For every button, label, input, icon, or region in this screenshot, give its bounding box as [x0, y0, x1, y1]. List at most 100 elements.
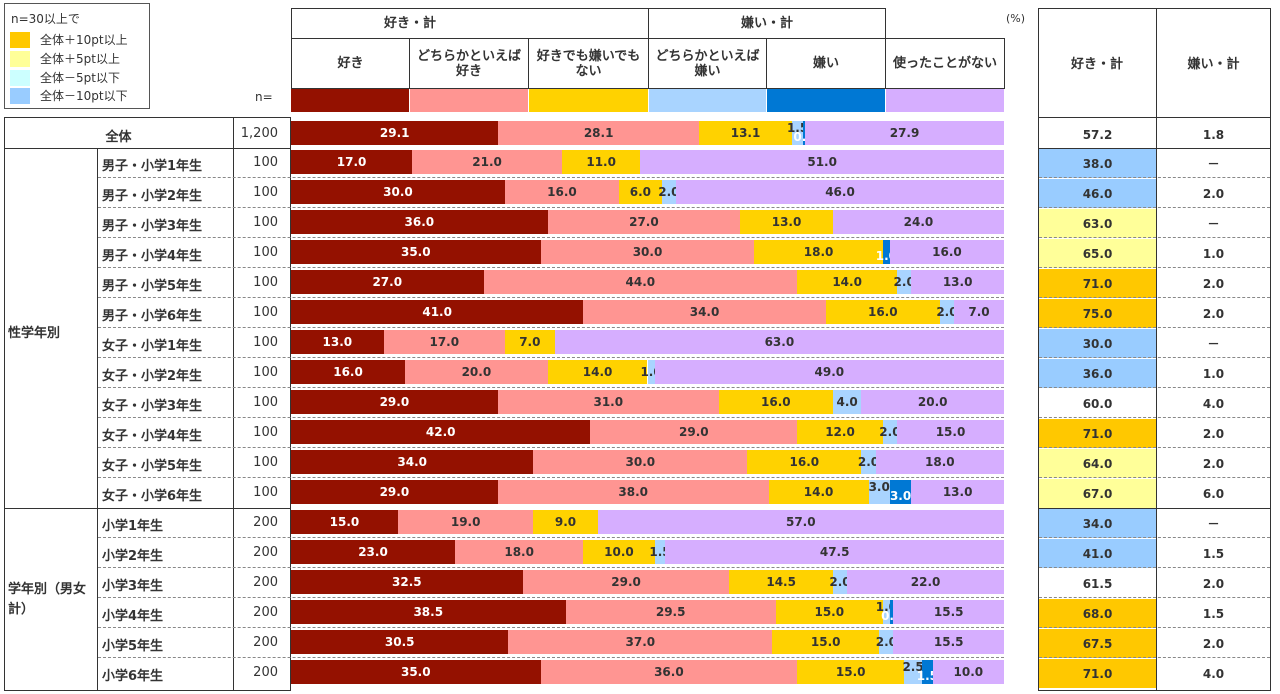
summary-like-total: 41.0: [1039, 539, 1156, 568]
sample-size: 100: [253, 245, 278, 260]
bar-segment: 1.5: [787, 121, 808, 145]
row-label: 女子・小学1年生: [102, 339, 203, 354]
bar-segment: 16.0: [718, 390, 833, 414]
bar-value-label: 30.0: [625, 455, 656, 469]
bar-value-label: 15.0: [835, 665, 866, 679]
bar-segment: 3.0: [889, 480, 912, 504]
bar-segment: 14.5: [729, 570, 833, 594]
bar-segment: 29.0: [590, 420, 798, 444]
bar-value-label: 2.0: [936, 305, 958, 319]
bar-segment: 15.0: [897, 420, 1004, 444]
bar-value-label: 23.0: [358, 545, 388, 559]
bar-value-label: 14.0: [582, 365, 613, 379]
bar-value-label: 16.0: [333, 365, 363, 379]
row-label: 男子・小学1年生: [102, 159, 203, 174]
row-separator: [1039, 477, 1270, 478]
bar-segment: 29.0: [291, 480, 498, 504]
bar-segment: 7.0: [504, 330, 555, 354]
summary-like-total: 71.0: [1039, 659, 1156, 688]
row-separator: [98, 597, 1004, 598]
bar-value-label: 17.0: [336, 155, 367, 169]
summary-dislike-total: －: [1207, 517, 1220, 531]
bar-segment: 19.0: [397, 510, 534, 534]
bar-segment: 2.0: [879, 420, 901, 444]
row-label: 男子・小学6年生: [102, 309, 203, 324]
bar-segment: 42.0: [291, 420, 591, 444]
bar-value-label: 34.0: [397, 455, 427, 469]
bar-segment: 15.0: [797, 660, 905, 684]
sample-size: 100: [253, 455, 278, 470]
row-separator: [1039, 387, 1270, 388]
bar-segment: 14.0: [547, 360, 648, 384]
summary-dislike-total: 2.0: [1202, 456, 1225, 471]
bar-value-label: 42.0: [425, 425, 456, 439]
bar-value-label: 24.0: [903, 215, 934, 229]
bar-value-label: 35.0: [400, 665, 431, 679]
color-key-swatch: [767, 89, 885, 112]
summary-dislike-total: 4.0: [1202, 666, 1225, 681]
summary-like-total: 68.0: [1039, 599, 1156, 628]
bar-segment: 14.0: [768, 480, 869, 504]
bar-segment: 32.5: [291, 570, 523, 594]
summary-dislike-total: 2.0: [1202, 186, 1225, 201]
row-separator: [98, 627, 1004, 628]
bar-value-label: 16.0: [932, 245, 962, 259]
bar-value-label: 29.0: [679, 425, 709, 439]
bar-segment: 12.0: [797, 420, 883, 444]
bar-segment: 13.0: [911, 270, 1004, 294]
row-separator: [98, 177, 1004, 178]
row-label: 男子・小学4年生: [102, 249, 203, 264]
summary-like-total: 30.0: [1039, 329, 1156, 358]
header-group-like: 好き・計: [291, 8, 529, 39]
bar-segment: 18.0: [754, 240, 883, 264]
summary-like-total: 38.0: [1039, 149, 1156, 178]
summary-dislike-total: －: [1207, 157, 1220, 171]
row-separator: [98, 477, 1004, 478]
row-separator: [1039, 627, 1270, 628]
bar-value-label: 1.5: [916, 669, 938, 683]
bar-value-label: 15.0: [935, 425, 966, 439]
n-header: n=: [255, 90, 273, 104]
table-divider: [1156, 8, 1157, 691]
row-label: 女子・小学2年生: [102, 369, 203, 384]
bar-value-label: 47.5: [819, 545, 850, 559]
bar-value-label: 22.0: [910, 575, 941, 589]
summary-like-total: 60.0: [1082, 396, 1113, 411]
row-separator: [1039, 567, 1270, 568]
sample-size: 200: [253, 515, 278, 530]
bar-segment: 15.5: [893, 630, 1004, 654]
bar-segment: 34.0: [583, 300, 826, 324]
bar-segment: 10.0: [583, 540, 655, 564]
header-category-6: 使ったことがない: [885, 38, 1005, 89]
bar-segment: 4.0: [832, 390, 862, 414]
row-label: 小学5年生: [102, 639, 164, 654]
row-separator: [1039, 267, 1270, 268]
row-separator: [1039, 417, 1270, 418]
bar-value-label: 18.0: [504, 545, 534, 559]
bar-segment: 31.0: [497, 390, 719, 414]
bar-value-label: 18.0: [803, 245, 834, 259]
legend-item: 全体－10pt以下: [10, 87, 128, 104]
row-separator: [98, 297, 1004, 298]
bar-segment: 13.0: [911, 480, 1004, 504]
summary-like-total: 36.0: [1039, 359, 1156, 388]
summary-dislike-total: 1.5: [1202, 546, 1225, 561]
bar-value-label: 63.0: [764, 335, 795, 349]
bar-value-label: 29.0: [379, 485, 410, 499]
bar-segment: 38.5: [291, 600, 566, 624]
row-label: 女子・小学5年生: [102, 459, 203, 474]
summary-like-total: 67.0: [1039, 479, 1156, 508]
legend-label: 全体＋5pt以上: [40, 52, 120, 66]
bar-value-label: 44.0: [625, 275, 656, 289]
sample-size: 100: [253, 365, 278, 380]
table-divider: [1038, 148, 1271, 149]
bar-segment: 18.0: [875, 450, 1004, 474]
legend-item: 全体＋10pt以上: [10, 31, 128, 48]
bar-segment: 21.0: [412, 150, 562, 174]
bar-value-label: 3.0: [889, 489, 912, 503]
summary-dislike-total: 2.0: [1202, 426, 1225, 441]
legend-swatch: [10, 87, 30, 104]
row-separator: [98, 327, 1004, 328]
row-label: 全体: [105, 130, 132, 145]
summary-header-dislike: 嫌い・計: [1187, 57, 1240, 72]
